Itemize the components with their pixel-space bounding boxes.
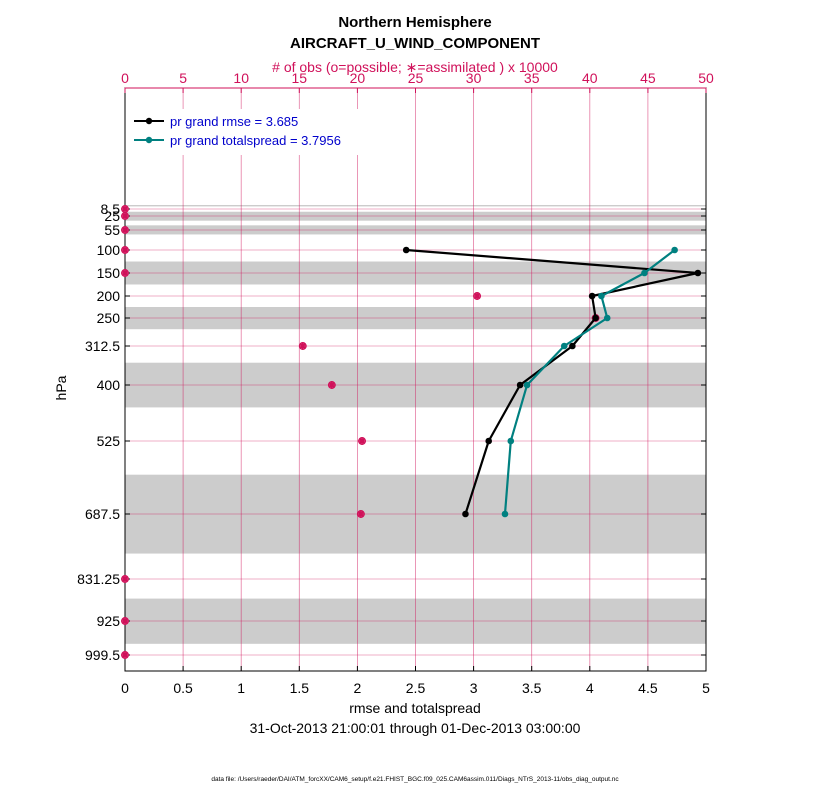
top-axis-label: # of obs (o=possible; ∗=assimilated ) x … (272, 59, 558, 75)
legend-spread-label: pr grand totalspread = 3.7956 (170, 133, 341, 148)
x-tick-label: 1 (237, 680, 245, 696)
legend-spread-marker (145, 136, 153, 144)
x-tick-label: 3.5 (522, 680, 542, 696)
obs-assimilated-marker (328, 381, 336, 389)
y-tick-label: 312.5 (85, 338, 120, 354)
top-tick-label: 40 (582, 70, 598, 86)
obs-assimilated-marker (358, 437, 366, 445)
top-tick-label: 35 (524, 70, 540, 86)
obs-assimilated-marker (121, 246, 129, 254)
obs-assimilated-marker (121, 617, 129, 625)
x-tick-label: 0.5 (173, 680, 193, 696)
obs-assimilated-marker (357, 510, 365, 518)
y-tick-label: 8.5 (101, 201, 121, 217)
rmse-point (516, 381, 524, 389)
top-tick-label: 50 (698, 70, 714, 86)
totalspread-point (603, 314, 611, 322)
y-tick-label: 55 (104, 222, 120, 238)
obs-assimilated-marker (121, 226, 129, 234)
y-tick-label: 925 (97, 613, 121, 629)
obs-assimilated-marker (121, 205, 129, 213)
x-tick-label: 1.5 (290, 680, 310, 696)
y-tick-label: 999.5 (85, 647, 120, 663)
x-tick-label: 5 (702, 680, 710, 696)
x-axis-label: rmse and totalspread (349, 700, 481, 716)
x-tick-label: 2 (354, 680, 362, 696)
legend-rmse-marker (145, 117, 153, 125)
obs-assimilated-marker (121, 269, 129, 277)
rmse-point (592, 314, 599, 322)
legend-box (126, 109, 376, 155)
top-tick-label: 20 (350, 70, 366, 86)
top-tick-label: 25 (408, 70, 424, 86)
rmse-point (402, 246, 410, 254)
top-tick-label: 45 (640, 70, 656, 86)
y-tick-label: 831.25 (77, 571, 120, 587)
chart-subtitle: AIRCRAFT_U_WIND_COMPONENT (289, 35, 540, 52)
data-file-note: data file: /Users/raeder/DAI/ATM_forcXX/… (211, 776, 619, 783)
top-tick-label: 30 (466, 70, 482, 86)
y-axis-label: hPa (53, 375, 69, 400)
x-tick-label: 2.5 (406, 680, 426, 696)
rmse-point (569, 342, 576, 350)
rmse-point (694, 269, 702, 277)
obs-assimilated-marker (121, 575, 129, 583)
top-tick-label: 15 (292, 70, 308, 86)
y-tick-label: 100 (97, 242, 121, 258)
totalspread-point (671, 246, 678, 254)
y-tick-label: 525 (97, 433, 121, 449)
grid-lines (125, 88, 706, 671)
top-tick-label: 10 (233, 70, 249, 86)
totalspread-point (523, 381, 531, 389)
y-tick-label: 250 (97, 310, 121, 326)
legend: pr grand rmse = 3.685 pr grand totalspre… (126, 109, 376, 155)
totalspread-line (503, 249, 676, 515)
series-lines (402, 246, 702, 518)
y-tick-label: 25 (104, 208, 120, 224)
x-tick-label: 0 (121, 680, 129, 696)
rmse-point (485, 437, 493, 445)
rmse-point (462, 510, 469, 518)
top-tick-label: 0 (121, 70, 129, 86)
totalspread-point (507, 437, 515, 445)
date-range: 31-Oct-2013 21:00:01 through 01-Dec-2013… (249, 720, 581, 736)
y-tick-label: 687.5 (85, 506, 120, 522)
obs-assimilated-marker (473, 292, 481, 300)
totalspread-point (501, 510, 509, 518)
y-tick-label: 400 (97, 377, 121, 393)
y-tick-label: 200 (97, 288, 121, 304)
totalspread-point (560, 342, 568, 350)
y-tick-label: 150 (97, 265, 121, 281)
chart-title: Northern Hemisphere (338, 14, 492, 31)
totalspread-point (641, 269, 648, 277)
obs-assimilated-marker (121, 651, 129, 659)
obs-assimilated-marker (121, 212, 129, 220)
obs-assimilated-marker (298, 342, 307, 350)
axes: 0 0.5 1 1.5 2 2.5 3 3.5 4 4.5 50 5 10 15 20 25 30 35 40 45 5… (53, 70, 714, 696)
rmse-point (588, 292, 596, 300)
x-tick-label: 4.5 (638, 680, 658, 696)
x-tick-label: 4 (586, 680, 594, 696)
totalspread-point (598, 292, 605, 300)
legend-rmse-label: pr grand rmse = 3.685 (170, 114, 298, 129)
x-tick-label: 3 (470, 680, 478, 696)
top-tick-label: 5 (179, 70, 187, 86)
